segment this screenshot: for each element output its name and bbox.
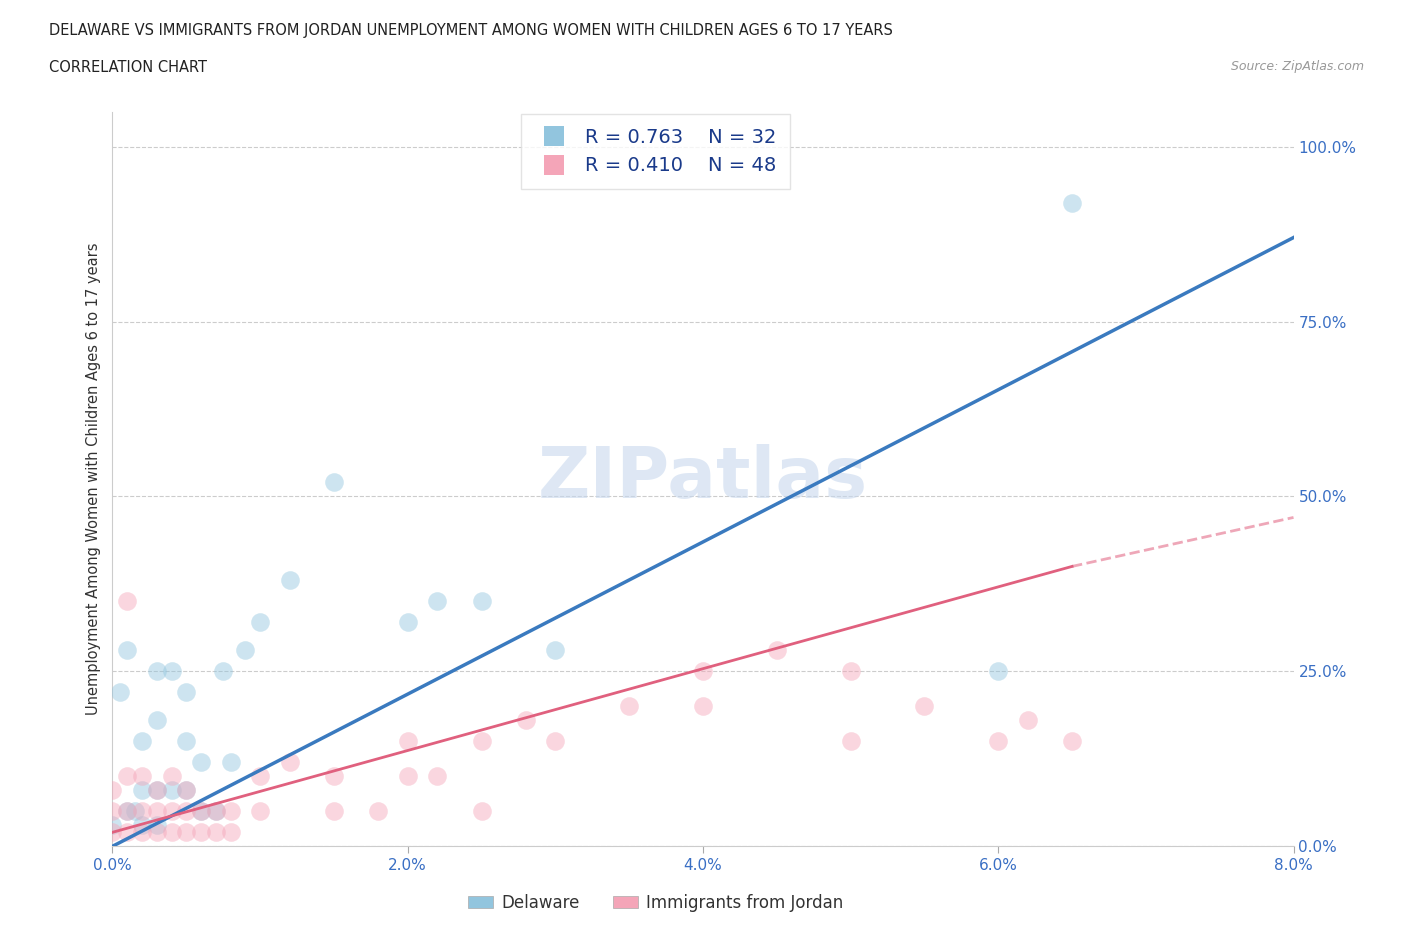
Point (160, 804, 183, 818)
Point (515, 713, 537, 728)
Point (117, 769, 138, 784)
Point (160, 783, 183, 798)
Point (146, 825, 169, 840)
Point (101, 817, 124, 832)
Point (278, 573, 301, 588)
Point (117, 804, 138, 818)
Point (233, 643, 256, 658)
Point (131, 734, 153, 749)
Point (190, 755, 212, 770)
Point (471, 804, 494, 818)
Point (212, 664, 235, 679)
Point (124, 804, 146, 818)
Point (249, 769, 271, 784)
Point (914, 699, 936, 714)
Point (839, 664, 862, 679)
Point (117, 804, 138, 818)
Point (1062, 195, 1084, 210)
Point (323, 804, 346, 818)
Point (101, 783, 124, 798)
Text: ZIPatlas: ZIPatlas (538, 445, 868, 513)
Point (190, 825, 212, 840)
Point (146, 713, 169, 728)
Point (1017, 713, 1039, 728)
Point (219, 804, 242, 818)
Point (396, 615, 419, 630)
Point (131, 825, 153, 840)
Point (278, 755, 301, 770)
Point (174, 734, 197, 749)
Point (205, 804, 228, 818)
Point (117, 643, 138, 658)
Point (219, 755, 242, 770)
Point (117, 825, 138, 840)
Point (146, 783, 169, 798)
Point (160, 769, 183, 784)
Point (396, 734, 419, 749)
Point (190, 804, 212, 818)
Point (987, 664, 1010, 679)
Point (323, 475, 346, 490)
Point (426, 594, 449, 609)
Point (765, 643, 787, 658)
Text: CORRELATION CHART: CORRELATION CHART (49, 60, 207, 75)
Point (160, 664, 183, 679)
Point (190, 804, 212, 818)
Point (174, 804, 197, 818)
Point (367, 804, 389, 818)
Point (174, 684, 197, 699)
Point (471, 734, 494, 749)
Point (205, 825, 228, 840)
Point (146, 817, 169, 832)
Point (692, 699, 714, 714)
Point (108, 684, 131, 699)
Point (205, 804, 228, 818)
Text: DELAWARE VS IMMIGRANTS FROM JORDAN UNEMPLOYMENT AMONG WOMEN WITH CHILDREN AGES 6: DELAWARE VS IMMIGRANTS FROM JORDAN UNEMP… (49, 23, 893, 38)
Point (249, 804, 271, 818)
Point (146, 664, 169, 679)
Point (131, 804, 153, 818)
Point (249, 615, 271, 630)
Point (219, 825, 242, 840)
Point (1062, 734, 1084, 749)
Point (471, 594, 494, 609)
Point (146, 783, 169, 798)
Point (101, 804, 124, 818)
Point (174, 825, 197, 840)
Point (323, 769, 346, 784)
Point (544, 734, 567, 749)
Point (160, 825, 183, 840)
Point (692, 664, 714, 679)
Point (131, 769, 153, 784)
Point (174, 783, 197, 798)
Point (101, 825, 124, 840)
Point (839, 734, 862, 749)
Point (544, 643, 567, 658)
Legend: Delaware, Immigrants from Jordan: Delaware, Immigrants from Jordan (461, 887, 851, 919)
Point (146, 804, 169, 818)
Point (426, 769, 449, 784)
Text: Source: ZipAtlas.com: Source: ZipAtlas.com (1230, 60, 1364, 73)
Point (619, 699, 641, 714)
Point (174, 783, 197, 798)
Point (131, 783, 153, 798)
Point (117, 594, 138, 609)
Point (396, 769, 419, 784)
Point (131, 817, 153, 832)
Point (987, 734, 1010, 749)
Y-axis label: Unemployment Among Women with Children Ages 6 to 17 years: Unemployment Among Women with Children A… (86, 243, 101, 715)
